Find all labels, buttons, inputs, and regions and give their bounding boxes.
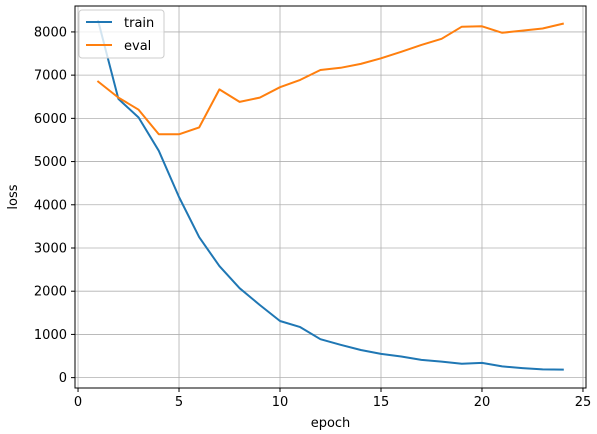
y-tick-label: 6000 bbox=[34, 112, 67, 127]
y-tick-label: 4000 bbox=[34, 198, 67, 213]
y-tick-label: 5000 bbox=[34, 155, 67, 170]
legend-label-eval: eval bbox=[124, 39, 151, 54]
y-tick-label: 7000 bbox=[34, 69, 67, 84]
x-tick-label: 25 bbox=[575, 395, 592, 410]
series-line-eval bbox=[96, 22, 565, 136]
plot-frame bbox=[74, 5, 587, 389]
y-tick-label: 3000 bbox=[34, 241, 67, 256]
x-tick-label: 5 bbox=[175, 395, 183, 410]
plot-series bbox=[96, 19, 565, 371]
legend-label-train: train bbox=[124, 16, 154, 31]
x-tick-label: 15 bbox=[373, 395, 390, 410]
legend: train eval bbox=[78, 9, 165, 59]
y-tick-label: 2000 bbox=[34, 285, 67, 300]
x-tick-label: 0 bbox=[74, 395, 82, 410]
y-tick-label: 8000 bbox=[34, 25, 67, 40]
grid bbox=[75, 6, 586, 388]
y-axis-label: loss bbox=[6, 184, 21, 209]
x-tick-label: 20 bbox=[474, 395, 491, 410]
axis-ticks: 0 5 10 15 20 25 0 1000 2000 3000 4000 5000 6000 7000 8… bbox=[34, 25, 591, 410]
y-tick-label: 0 bbox=[59, 371, 67, 386]
x-tick-label: 10 bbox=[272, 395, 289, 410]
y-tick-label: 1000 bbox=[34, 328, 67, 343]
series-line-train bbox=[96, 19, 564, 371]
x-axis-label: epoch bbox=[311, 416, 351, 431]
